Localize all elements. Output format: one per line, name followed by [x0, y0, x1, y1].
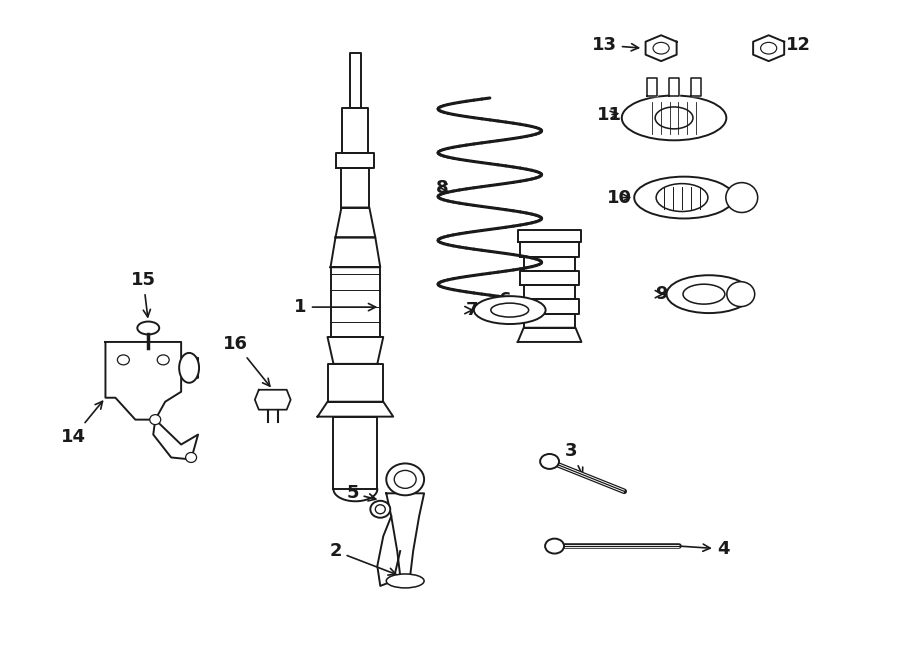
Text: 13: 13	[592, 36, 639, 54]
Ellipse shape	[386, 463, 424, 495]
Text: 3: 3	[565, 442, 582, 475]
Ellipse shape	[655, 107, 693, 129]
Ellipse shape	[622, 95, 726, 140]
Polygon shape	[519, 271, 580, 285]
Polygon shape	[334, 416, 377, 489]
Ellipse shape	[667, 275, 752, 313]
Ellipse shape	[545, 539, 564, 553]
Polygon shape	[524, 314, 575, 328]
Text: 8: 8	[436, 179, 448, 197]
Polygon shape	[336, 207, 375, 238]
Text: 11: 11	[597, 106, 622, 124]
Polygon shape	[105, 342, 198, 420]
Polygon shape	[518, 328, 581, 342]
Polygon shape	[524, 257, 575, 271]
Polygon shape	[328, 337, 383, 364]
Polygon shape	[328, 364, 383, 402]
Text: 14: 14	[61, 401, 103, 446]
Polygon shape	[386, 493, 424, 576]
Ellipse shape	[683, 284, 724, 304]
Polygon shape	[518, 230, 581, 242]
Polygon shape	[519, 299, 580, 314]
Text: 2: 2	[329, 542, 396, 575]
Text: 9: 9	[655, 285, 668, 303]
Text: 15: 15	[130, 271, 156, 317]
Polygon shape	[330, 238, 381, 267]
Ellipse shape	[370, 500, 391, 518]
Ellipse shape	[491, 303, 528, 317]
Polygon shape	[691, 78, 701, 96]
Text: 12: 12	[771, 36, 811, 54]
Polygon shape	[343, 108, 368, 153]
Ellipse shape	[540, 454, 559, 469]
Polygon shape	[647, 78, 657, 96]
Text: 16: 16	[223, 335, 270, 386]
Polygon shape	[255, 390, 291, 410]
Polygon shape	[753, 35, 784, 61]
Polygon shape	[519, 242, 580, 257]
Polygon shape	[153, 420, 198, 459]
Ellipse shape	[725, 183, 758, 213]
Text: 7: 7	[464, 301, 478, 319]
Polygon shape	[350, 53, 361, 108]
Text: 6: 6	[499, 291, 517, 309]
Ellipse shape	[386, 574, 424, 588]
Ellipse shape	[138, 322, 159, 334]
Ellipse shape	[179, 353, 199, 383]
Ellipse shape	[634, 177, 734, 218]
Ellipse shape	[185, 453, 196, 463]
Polygon shape	[318, 402, 393, 416]
Ellipse shape	[727, 282, 755, 307]
Text: 4: 4	[682, 540, 730, 558]
Polygon shape	[645, 35, 677, 61]
Text: 1: 1	[294, 298, 375, 316]
Polygon shape	[337, 153, 374, 167]
Text: 5: 5	[346, 485, 376, 502]
Polygon shape	[341, 167, 369, 207]
Ellipse shape	[656, 183, 708, 211]
Ellipse shape	[375, 504, 385, 514]
Polygon shape	[524, 285, 575, 299]
Polygon shape	[330, 267, 381, 337]
Polygon shape	[334, 489, 377, 501]
Ellipse shape	[474, 296, 545, 324]
Ellipse shape	[149, 414, 161, 424]
Text: 10: 10	[607, 189, 632, 207]
Polygon shape	[669, 78, 679, 96]
Ellipse shape	[394, 471, 416, 489]
